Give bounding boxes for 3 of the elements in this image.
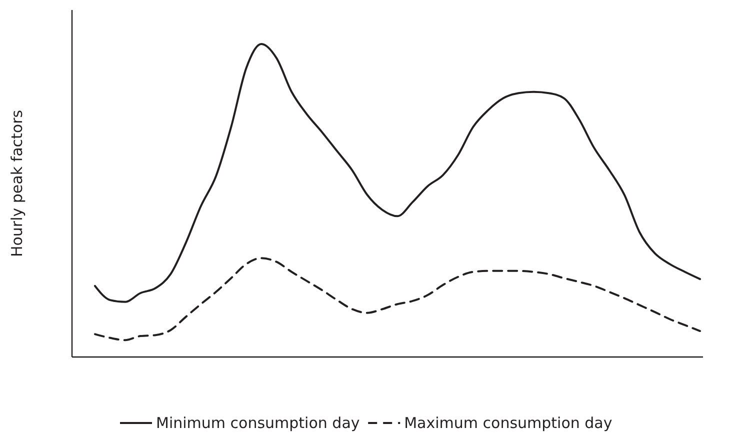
legend-label: Minimum consumption day [156, 414, 360, 432]
legend-label: Maximum consumption day [404, 414, 612, 432]
y-axis-title: Hourly peak factors [8, 110, 26, 258]
